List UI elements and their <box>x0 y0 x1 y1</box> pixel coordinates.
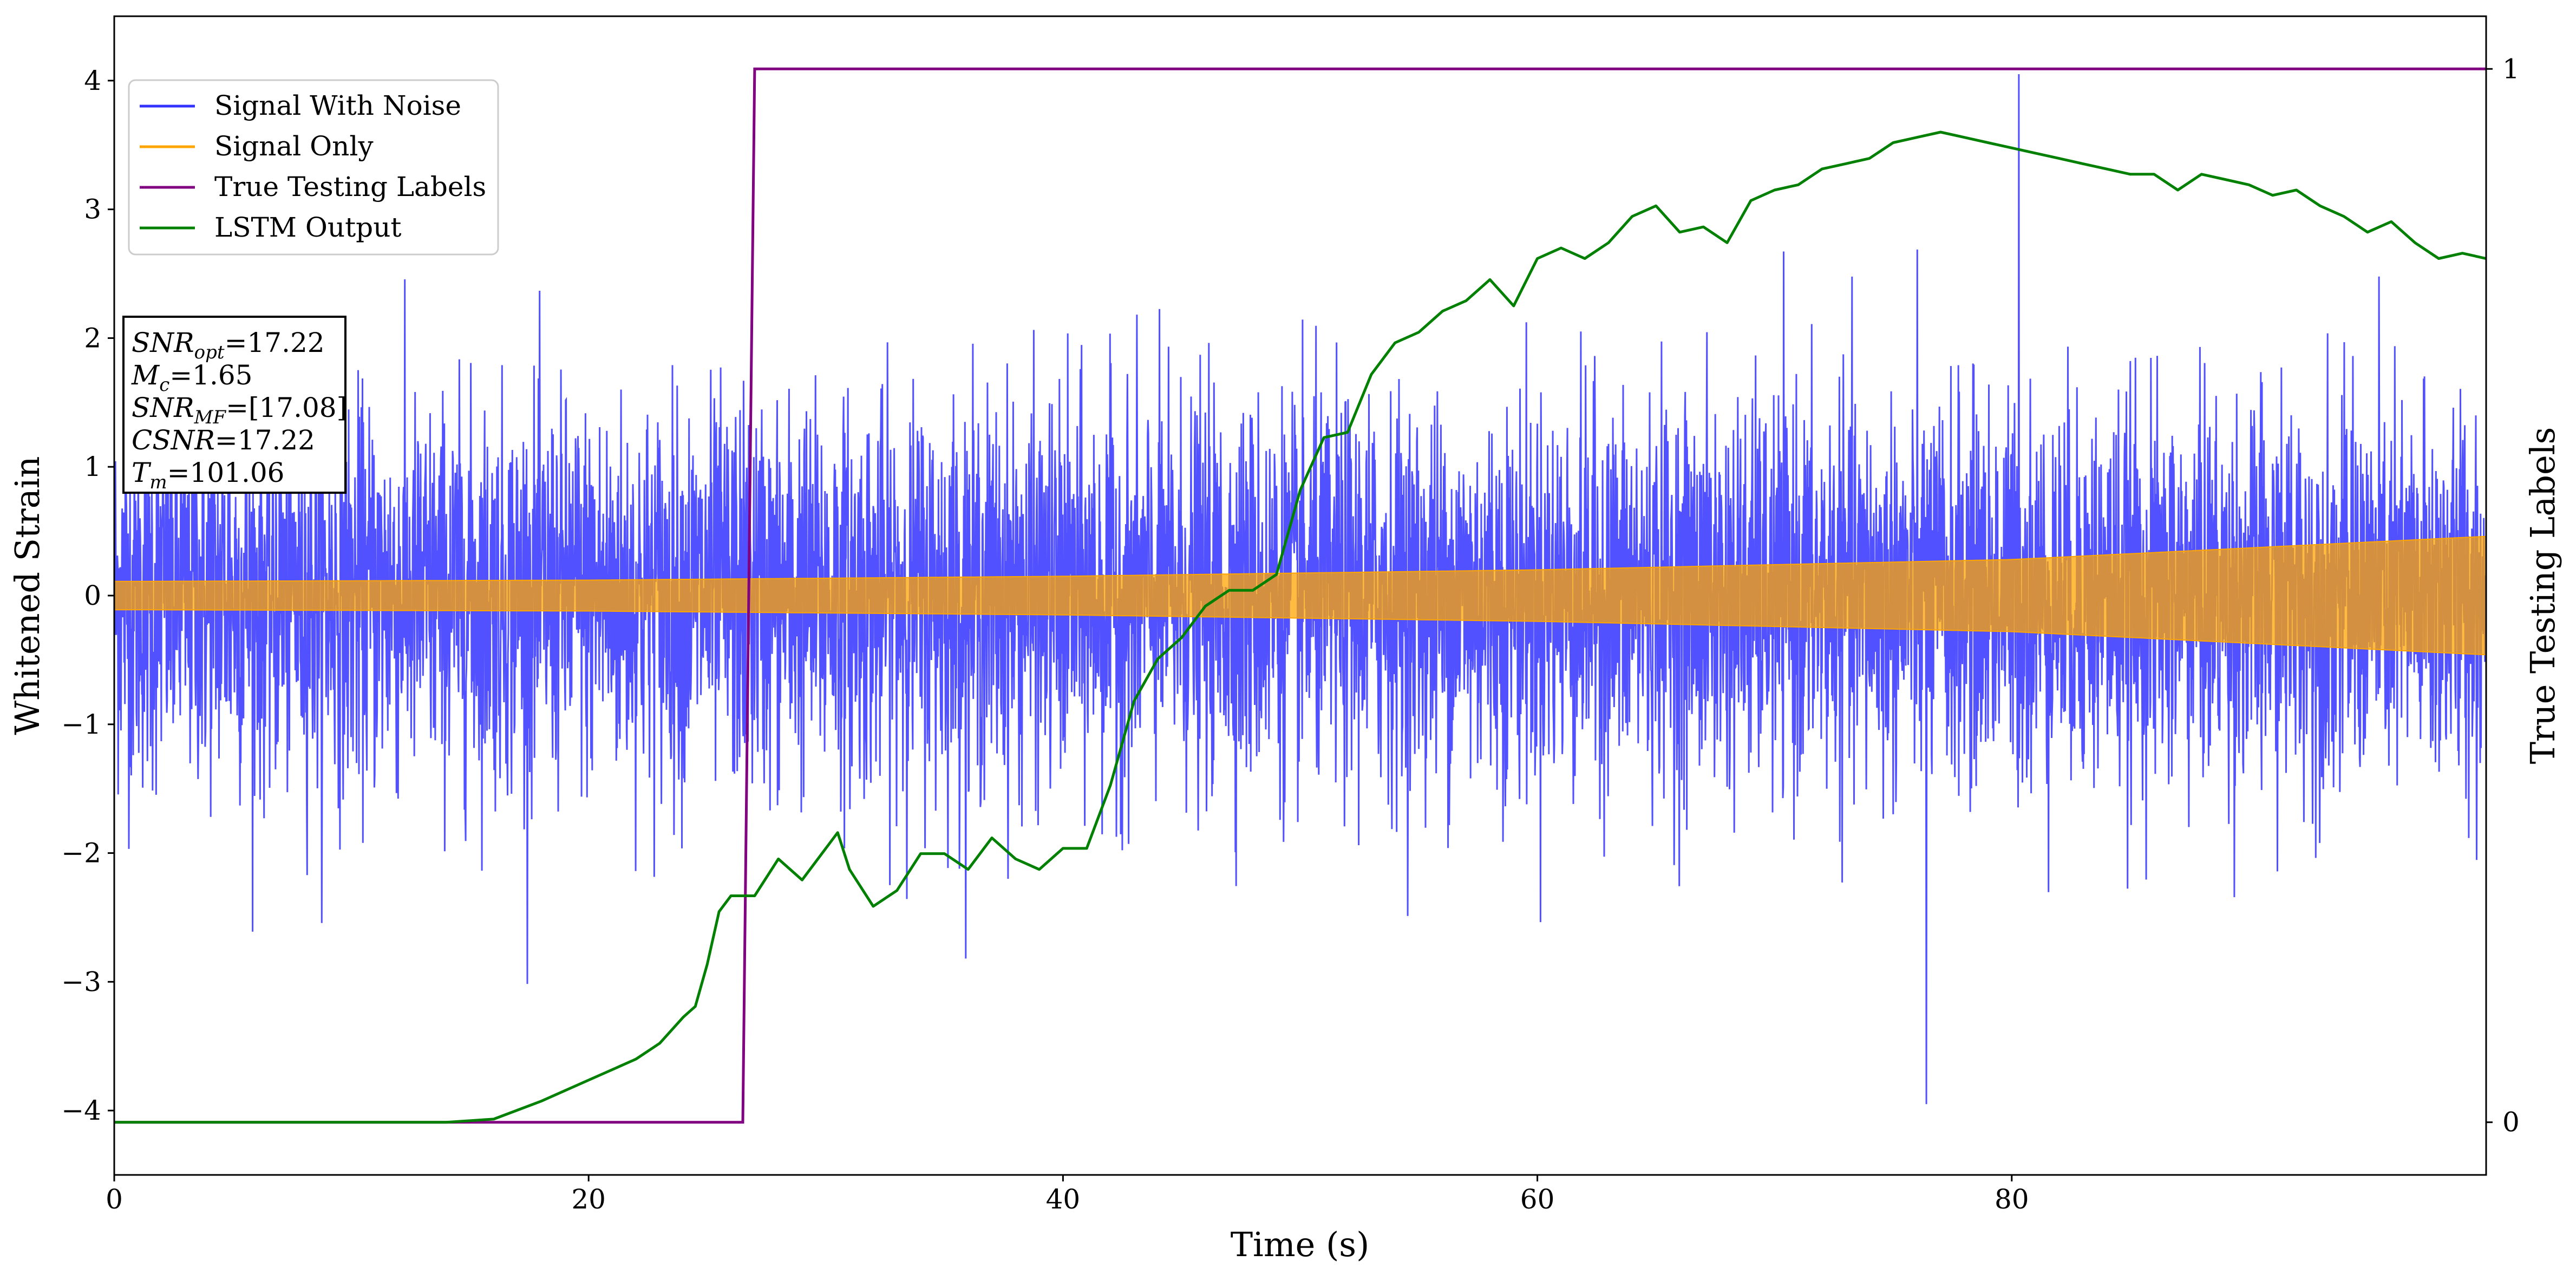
x-tick-label: 0 <box>106 1184 123 1215</box>
legend: Signal With Noise Signal Only True Testi… <box>128 79 499 256</box>
parameter-annotation: SNRopt=17.22 Mc=1.65 SNRMF=[17.08] CSNR=… <box>122 316 347 494</box>
series-lstm-output <box>114 130 2486 1124</box>
y-tick-label: −2 <box>61 838 101 869</box>
annotation-snr-mf-value: =[17.08] <box>226 392 347 423</box>
legend-box <box>128 79 499 256</box>
series-layer <box>114 67 2486 1124</box>
y-right-tick-label: 1 <box>2502 53 2520 84</box>
x-tick-label: 40 <box>1046 1184 1081 1215</box>
annotation-snr-opt-subscript: opt <box>194 342 225 363</box>
x-axis-label: Time (s) <box>1231 1225 1370 1264</box>
y-axis-right-label: True Testing Labels <box>2523 427 2562 765</box>
y-tick-label: 1 <box>84 451 101 482</box>
legend-label-signal-with-noise: Signal With Noise <box>214 90 461 121</box>
y-tick-label: 4 <box>84 65 101 96</box>
x-axis-ticks: 0 20 40 60 80 <box>106 1175 2029 1215</box>
x-tick-label: 60 <box>1520 1184 1555 1215</box>
annotation-chirp-mass: Mc=1.65 <box>131 360 252 396</box>
annotation-csnr: CSNR=17.22 <box>132 424 315 456</box>
annotation-snr-mf-subscript: MF <box>194 407 227 428</box>
annotation-snr-mf: SNRMF=[17.08] <box>132 392 347 428</box>
x-tick-label: 20 <box>571 1184 606 1215</box>
annotation-snr-opt-value: =17.22 <box>225 327 325 358</box>
y-axis-label: Whitened Strain <box>8 456 47 735</box>
y-tick-label: 3 <box>84 194 101 225</box>
y-axis-right-ticks: 01 <box>2486 53 2520 1138</box>
legend-label-lstm-output: LSTM Output <box>214 212 401 243</box>
series-signal-only <box>114 535 2486 656</box>
annotation-snr-mf-symbol: SNR <box>132 392 194 423</box>
legend-label-signal-only: Signal Only <box>214 130 374 162</box>
y-tick-label: 0 <box>84 580 101 611</box>
y-axis-left-ticks: −4 −3 −2 −1 0 1 2 3 4 <box>61 65 114 1126</box>
y-tick-label: −4 <box>61 1095 101 1126</box>
annotation-box <box>122 316 346 494</box>
annotation-merger-time-subscript: m <box>149 472 167 493</box>
annotation-chirp-mass-symbol: M <box>131 360 160 391</box>
annotation-merger-time: Tm=101.06 <box>132 457 284 493</box>
y-tick-label: 2 <box>84 322 101 354</box>
annotation-chirp-mass-subscript: c <box>159 374 169 396</box>
annotation-csnr-symbol: CSNR <box>132 424 215 456</box>
annotation-chirp-mass-value: =1.65 <box>169 360 252 391</box>
annotation-snr-opt-symbol: SNR <box>132 327 194 358</box>
x-tick-label: 80 <box>1995 1184 2029 1215</box>
y-right-tick-label: 0 <box>2502 1107 2520 1138</box>
annotation-snr-opt: SNRopt=17.22 <box>132 327 325 363</box>
annotation-csnr-value: =17.22 <box>215 424 315 456</box>
annotation-merger-time-symbol: T <box>132 457 152 488</box>
legend-label-true-testing-labels: True Testing Labels <box>214 171 486 202</box>
y-tick-label: −3 <box>61 966 101 997</box>
y-tick-label: −1 <box>61 709 101 740</box>
annotation-merger-time-value: =101.06 <box>167 457 285 488</box>
